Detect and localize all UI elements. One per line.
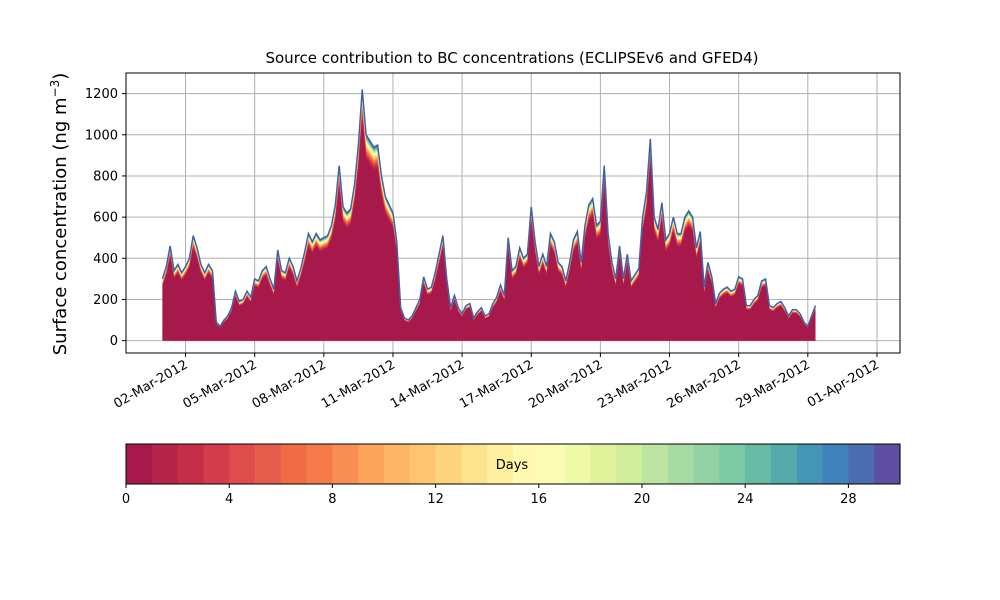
colorbar-bin bbox=[874, 444, 901, 484]
colorbar-bin bbox=[332, 444, 359, 484]
colorbar-tick-label: 24 bbox=[737, 492, 754, 507]
colorbar-bin bbox=[693, 444, 720, 484]
colorbar-bin bbox=[126, 444, 153, 484]
colorbar-bin bbox=[513, 444, 540, 484]
colorbar-tick-label: 0 bbox=[122, 492, 130, 507]
colorbar-tick-label: 20 bbox=[634, 492, 651, 507]
colorbar-bin bbox=[177, 444, 204, 484]
area-layer-day-0 bbox=[162, 119, 816, 341]
total-outline bbox=[161, 89, 817, 328]
x-tick-label: 14-Mar-2012 bbox=[388, 357, 467, 411]
colorbar-bin bbox=[667, 444, 695, 484]
colorbar-bin bbox=[151, 444, 179, 484]
colorbar-bin bbox=[435, 444, 462, 484]
stacked-area-series bbox=[161, 89, 817, 341]
colorbar-bin bbox=[384, 444, 411, 484]
colorbar-bin bbox=[848, 444, 875, 484]
colorbar-bin bbox=[796, 444, 824, 484]
x-tick-label: 05-Mar-2012 bbox=[181, 357, 260, 411]
y-axis-label: Surface concentration (ng m−3) bbox=[48, 73, 71, 356]
colorbar-bin bbox=[719, 444, 746, 484]
x-tick-label: 01-Apr-2012 bbox=[805, 357, 882, 410]
colorbar-tick-label: 4 bbox=[225, 492, 233, 507]
y-axis: 0 200 400 600 800 1000 1200 bbox=[85, 87, 126, 349]
x-tick-label: 20-Mar-2012 bbox=[526, 357, 605, 411]
y-axis-label-close: ) bbox=[50, 73, 71, 80]
y-tick-label: 800 bbox=[93, 169, 118, 184]
y-tick-label: 600 bbox=[93, 211, 118, 226]
colorbar-bin bbox=[771, 444, 798, 484]
colorbar-bin bbox=[203, 444, 230, 484]
y-tick-label: 400 bbox=[93, 252, 118, 267]
colorbar-frame bbox=[125, 443, 901, 485]
y-tick-label: 1000 bbox=[85, 128, 118, 143]
plot-frame bbox=[125, 72, 901, 354]
x-tick-label: 08-Mar-2012 bbox=[250, 357, 329, 411]
colorbar-bin bbox=[745, 444, 772, 484]
colorbar-ticks: 0 4 8 12 16 20 24 28 bbox=[122, 484, 857, 507]
colorbar-bin bbox=[616, 444, 643, 484]
colorbar-bin bbox=[280, 444, 308, 484]
colorbar-label: Days bbox=[496, 458, 529, 473]
colorbar-tick-label: 8 bbox=[328, 492, 336, 507]
y-tick-label: 0 bbox=[110, 334, 118, 349]
colorbar-bin bbox=[306, 444, 333, 484]
colorbar-bin bbox=[590, 444, 617, 484]
x-tick-label: 26-Mar-2012 bbox=[665, 357, 744, 411]
colorbar-bin bbox=[229, 444, 256, 484]
chart-title: Source contribution to BC concentrations… bbox=[265, 49, 758, 67]
colorbar-bin bbox=[409, 444, 437, 484]
colorbar-tick-label: 12 bbox=[427, 492, 444, 507]
colorbar-bin bbox=[487, 444, 514, 484]
x-tick-label: 02-Mar-2012 bbox=[111, 357, 190, 411]
y-tick-label: 1200 bbox=[85, 87, 118, 102]
colorbar-tick-label: 28 bbox=[840, 492, 857, 507]
colorbar-bin bbox=[255, 444, 282, 484]
colorbar-tick-label: 16 bbox=[531, 492, 548, 507]
x-tick-label: 17-Mar-2012 bbox=[457, 357, 536, 411]
x-tick-label: 29-Mar-2012 bbox=[734, 357, 813, 411]
x-axis: 02-Mar-201205-Mar-201208-Mar-201211-Mar-… bbox=[111, 353, 882, 412]
colorbar bbox=[126, 444, 901, 484]
y-axis-label-superscript: −3 bbox=[48, 80, 62, 98]
y-tick-label: 200 bbox=[93, 293, 118, 308]
colorbar-bin bbox=[538, 444, 566, 484]
x-tick-label: 23-Mar-2012 bbox=[595, 357, 674, 411]
colorbar-bin bbox=[642, 444, 669, 484]
colorbar-bin bbox=[461, 444, 488, 484]
y-axis-label-main: Surface concentration (ng m bbox=[50, 97, 71, 355]
colorbar-bin bbox=[358, 444, 385, 484]
x-tick-label: 11-Mar-2012 bbox=[319, 357, 398, 411]
colorbar-bin bbox=[564, 444, 591, 484]
colorbar-bin bbox=[822, 444, 849, 484]
